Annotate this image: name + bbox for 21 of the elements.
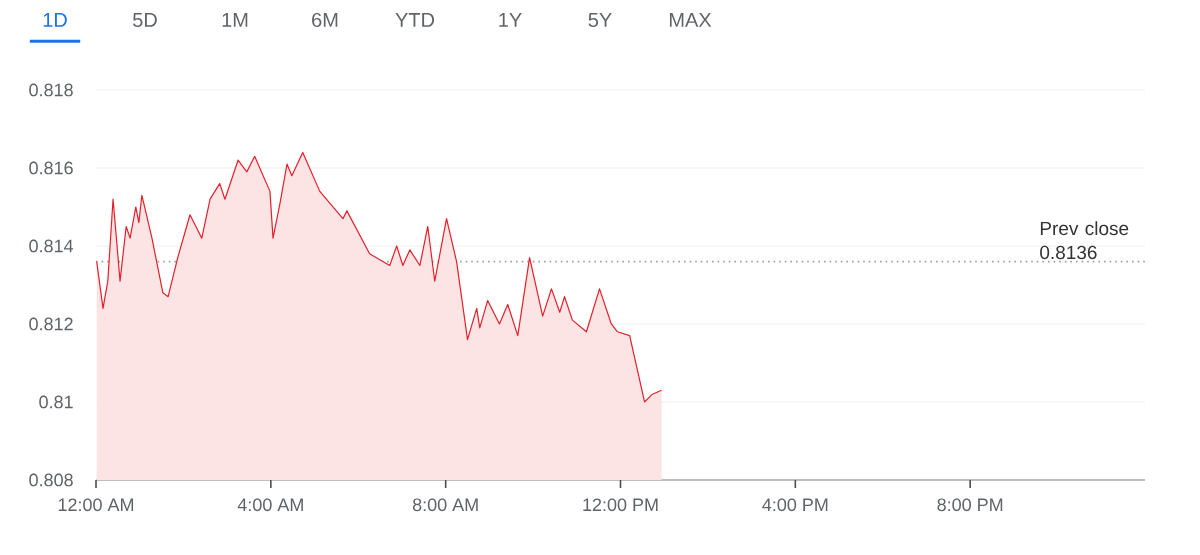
x-tick-label: 12:00 AM — [58, 498, 134, 512]
text: 1M — [222, 13, 248, 27]
y-tick-label: 0.81 — [39, 395, 73, 409]
y-tick-label: 0.816 — [29, 161, 73, 175]
text: 5Y — [588, 13, 612, 27]
x-tick-label: 8:00 PM — [937, 498, 1003, 512]
x-tick-label: 4:00 AM — [237, 498, 303, 512]
y-tick-label: 0.808 — [29, 473, 73, 487]
text: 6M — [312, 12, 338, 28]
ref-line-label: Prev close 0.8136 — [1040, 221, 1129, 260]
text: YTD — [395, 13, 435, 27]
y-tick-label: 0.812 — [29, 317, 73, 331]
text: 5D — [133, 13, 157, 27]
x-tick-label: 8:00 AM — [412, 498, 478, 512]
x-tick-label: 4:00 PM — [762, 498, 828, 512]
text: MAX — [669, 13, 712, 27]
text: 1Y — [499, 13, 522, 27]
y-tick-label: 0.814 — [29, 239, 74, 253]
y-tick-label: 0.818 — [29, 83, 73, 97]
x-tick-label: 12:00 PM — [583, 498, 658, 512]
text: 1D — [43, 13, 67, 27]
